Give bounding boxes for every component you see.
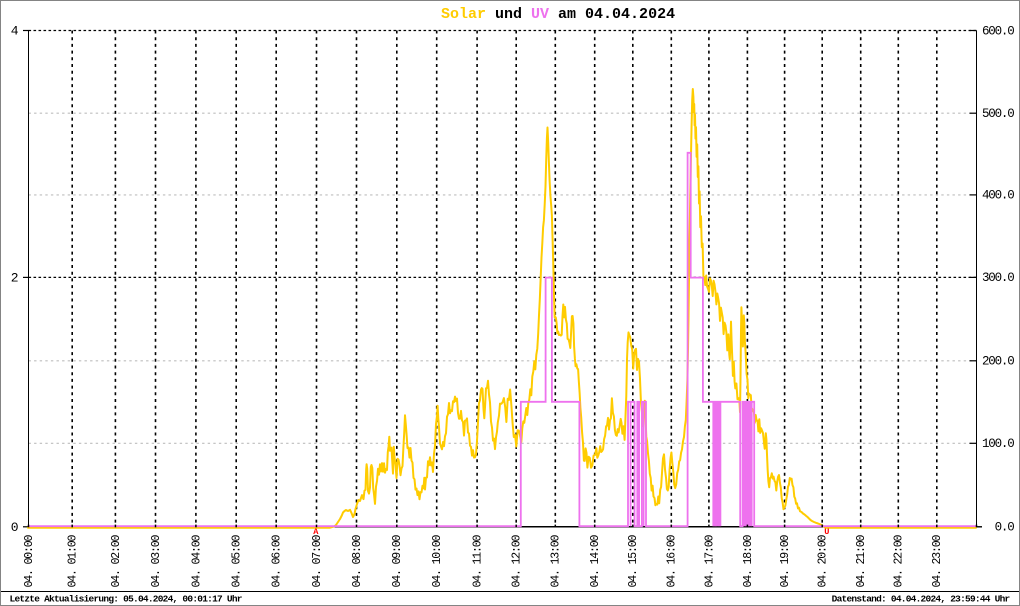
svg-text:04. 12:00: 04. 12:00 xyxy=(511,534,524,587)
svg-text:600.0: 600.0 xyxy=(982,24,1014,38)
svg-text:04. 17:00: 04. 17:00 xyxy=(703,534,716,587)
svg-text:04. 00:00: 04. 00:00 xyxy=(23,534,36,587)
svg-text:400.0: 400.0 xyxy=(982,189,1014,203)
svg-text:04. 14:00: 04. 14:00 xyxy=(589,534,602,587)
svg-text:04. 05:00: 04. 05:00 xyxy=(231,534,244,587)
svg-text:04. 15:00: 04. 15:00 xyxy=(627,534,640,587)
svg-text:500.0: 500.0 xyxy=(982,107,1014,121)
svg-text:04. 18:00: 04. 18:00 xyxy=(742,534,755,587)
svg-text:04. 09:00: 04. 09:00 xyxy=(391,534,404,587)
svg-text:04. 19:00: 04. 19:00 xyxy=(779,534,792,587)
svg-text:04. 20:00: 04. 20:00 xyxy=(817,534,830,587)
svg-text:4: 4 xyxy=(11,24,19,39)
svg-text:Datenstand: 04.04.2024, 23:59:: Datenstand: 04.04.2024, 23:59:44 Uhr xyxy=(832,594,1011,605)
svg-text:Letzte Aktualisierung: 05.04.2: Letzte Aktualisierung: 05.04.2024, 00:01… xyxy=(10,594,243,605)
svg-text:04. 11:00: 04. 11:00 xyxy=(472,534,485,587)
svg-text:04. 10:00: 04. 10:00 xyxy=(431,534,444,587)
svg-text:04. 02:00: 04. 02:00 xyxy=(110,534,123,587)
svg-text:04. 07:00: 04. 07:00 xyxy=(311,534,324,587)
svg-text:04. 08:00: 04. 08:00 xyxy=(351,534,364,587)
svg-text:A: A xyxy=(313,527,319,537)
svg-text:04. 16:00: 04. 16:00 xyxy=(666,534,679,587)
svg-text:200.0: 200.0 xyxy=(982,355,1014,369)
svg-text:04. 03:00: 04. 03:00 xyxy=(150,534,163,587)
svg-text:100.0: 100.0 xyxy=(982,437,1014,451)
svg-text:04. 04:00: 04. 04:00 xyxy=(190,534,203,587)
svg-text:04. 22:00: 04. 22:00 xyxy=(893,534,906,587)
svg-text:U: U xyxy=(824,527,829,537)
svg-text:04. 23:00: 04. 23:00 xyxy=(931,534,944,587)
svg-text:0.0: 0.0 xyxy=(995,521,1015,535)
svg-text:04. 13:00: 04. 13:00 xyxy=(550,534,563,587)
svg-text:Solar und UV am 04.04.2024: Solar und UV am 04.04.2024 xyxy=(441,6,675,23)
svg-text:04. 01:00: 04. 01:00 xyxy=(67,534,80,587)
svg-text:0: 0 xyxy=(11,520,19,535)
svg-text:2: 2 xyxy=(11,271,19,286)
svg-text:300.0: 300.0 xyxy=(982,271,1014,285)
svg-text:04. 06:00: 04. 06:00 xyxy=(271,534,284,587)
svg-text:04. 21:00: 04. 21:00 xyxy=(855,534,868,587)
